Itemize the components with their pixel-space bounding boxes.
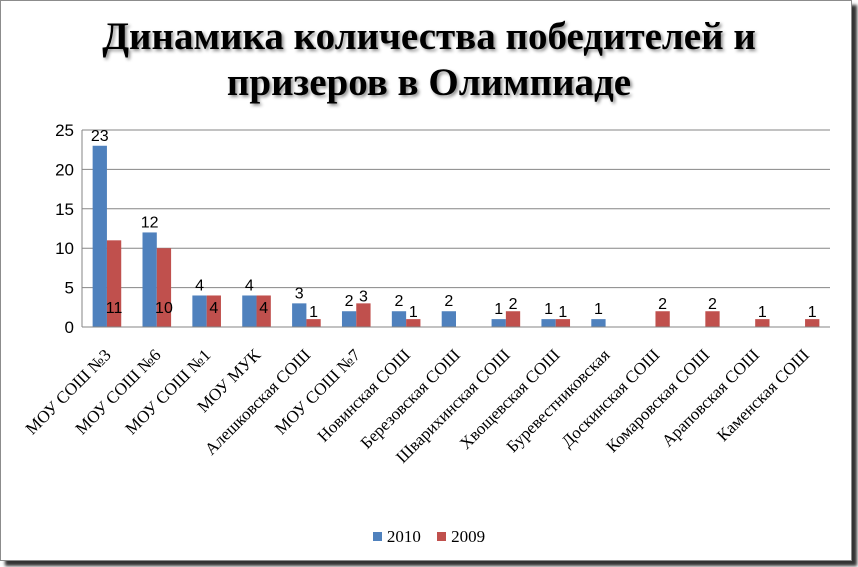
data-label-2009-0: 11 <box>106 300 123 317</box>
data-label-2010-7: 2 <box>444 293 453 310</box>
bar-2009-2 <box>206 295 221 327</box>
data-label-2009-6: 1 <box>409 304 418 321</box>
legend-item-2010: 2010 <box>372 526 421 547</box>
legend-swatch-2009 <box>437 532 447 541</box>
data-label-2009-11: 2 <box>658 296 667 313</box>
y-tick-label-20: 20 <box>55 160 74 179</box>
data-label-2009-12: 2 <box>708 296 717 313</box>
data-label-2010-6: 2 <box>395 293 404 310</box>
bar-2009-8 <box>505 311 521 327</box>
bar-2009-5 <box>356 303 371 327</box>
data-label-2010-2: 4 <box>195 277 204 294</box>
x-tick-label-14: Каменская СОШ <box>713 345 813 445</box>
chart-title-line-1: Динамика количества победителей и <box>102 15 756 58</box>
data-label-2010-8: 1 <box>494 301 503 318</box>
bar-2009-14 <box>805 319 820 327</box>
data-label-2009-4: 1 <box>309 304 318 321</box>
data-label-2010-1: 12 <box>141 214 159 231</box>
bar-2010-8 <box>491 319 506 327</box>
bar-2009-0 <box>106 240 122 327</box>
x-tick-label-1: МОУ СОШ №6 <box>72 345 165 438</box>
chart-legend: 2010 2009 <box>0 526 858 547</box>
chart-title: Динамика количества победителей и призер… <box>0 14 858 106</box>
bar-2009-13 <box>755 319 770 327</box>
data-label-2009-1: 10 <box>155 300 173 317</box>
data-label-2009-2: 4 <box>209 300 218 317</box>
bar-2010-4 <box>292 303 307 327</box>
x-tick-label-2: МОУ СОШ №1 <box>122 345 215 438</box>
data-label-2010-4: 3 <box>295 285 304 302</box>
y-tick-label-25: 25 <box>55 121 74 140</box>
y-tick-label-5: 5 <box>65 279 74 298</box>
bar-2009-4 <box>306 319 321 327</box>
data-label-2009-3: 4 <box>259 300 268 317</box>
data-label-2010-10: 1 <box>594 301 603 318</box>
bar-2010-7 <box>441 311 456 327</box>
bar-2009-1 <box>156 248 172 327</box>
chart-title-line-2: призеров в Олимпиаде <box>226 61 632 104</box>
data-label-2010-0: 23 <box>91 128 109 145</box>
legend-label-2009: 2009 <box>451 526 486 546</box>
legend-item-2009: 2009 <box>437 527 485 547</box>
legend-swatch-2010 <box>372 532 382 541</box>
bar-2009-11 <box>655 311 670 327</box>
bar-2010-10 <box>591 319 606 327</box>
data-label-2009-9: 1 <box>558 304 567 321</box>
data-label-2010-3: 4 <box>245 277 254 294</box>
bar-2009-9 <box>555 319 571 327</box>
bar-2010-5 <box>341 311 357 327</box>
y-tick-label-10: 10 <box>55 239 74 258</box>
data-label-2009-5: 3 <box>359 288 368 305</box>
bar-2010-0 <box>92 145 107 327</box>
data-label-2010-9: 1 <box>544 301 553 318</box>
bar-2010-6 <box>391 311 407 327</box>
bar-2010-1 <box>142 232 157 327</box>
y-tick-label-0: 0 <box>65 318 74 337</box>
bar-2010-2 <box>192 295 207 327</box>
data-label-2009-8: 2 <box>509 296 518 313</box>
x-tick-label-0: МОУ СОШ №3 <box>22 345 115 438</box>
legend-label-2010: 2010 <box>386 526 421 546</box>
bar-2009-12 <box>705 311 720 327</box>
bar-2009-6 <box>406 319 421 327</box>
bar-2010-3 <box>242 295 257 327</box>
bar-2010-9 <box>541 319 556 327</box>
data-label-2010-5: 2 <box>345 293 354 310</box>
data-label-2009-14: 1 <box>808 304 817 321</box>
y-tick-label-15: 15 <box>55 200 74 219</box>
bar-2009-3 <box>256 295 271 327</box>
x-tick-label-5: МОУ СОШ №7 <box>271 345 364 438</box>
data-label-2009-13: 1 <box>758 304 767 321</box>
